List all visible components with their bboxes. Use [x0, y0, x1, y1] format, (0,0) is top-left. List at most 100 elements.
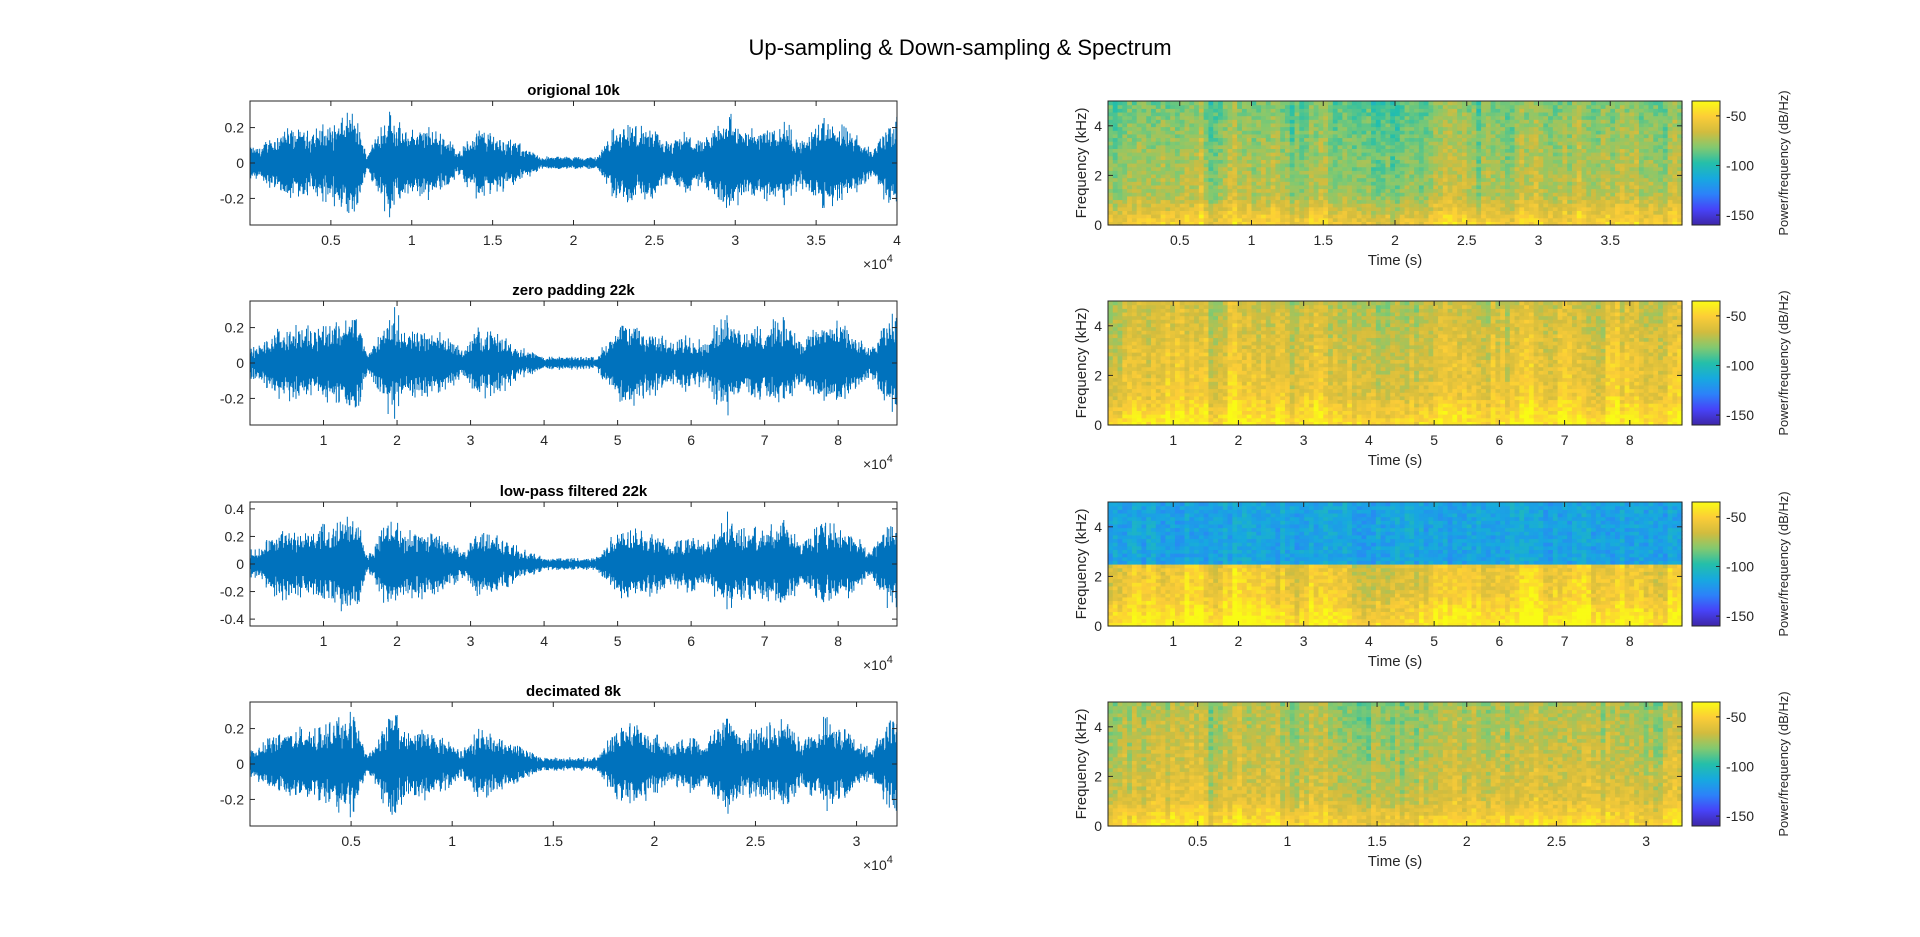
- spectrogram-cell: [1457, 177, 1463, 182]
- spectrogram-cell: [1170, 341, 1176, 346]
- spectrogram-cell: [1629, 210, 1635, 215]
- spectrogram-cell: [1318, 199, 1324, 204]
- spectrogram-cell: [1184, 195, 1190, 201]
- spectrogram-cell: [1399, 221, 1406, 226]
- spectrogram-cell: [1265, 177, 1272, 182]
- spectrogram-cell: [1351, 163, 1358, 168]
- spectrogram-cell: [1155, 330, 1162, 335]
- spectrogram-cell: [1198, 406, 1205, 412]
- spectrogram-cell: [1304, 181, 1310, 186]
- spectrogram-cell: [1184, 163, 1190, 168]
- spectrogram-cell: [1528, 221, 1535, 226]
- spectrogram-cell: [1500, 108, 1506, 113]
- spectrogram-cell: [1146, 144, 1152, 150]
- spectrogram-cell: [1146, 170, 1152, 175]
- spectrogram-cell: [1184, 181, 1190, 186]
- spectrogram-cell: [1136, 184, 1143, 190]
- spectrogram-cell: [1619, 181, 1626, 186]
- spectrogram-cell: [1390, 122, 1396, 128]
- spectrogram-cell: [1471, 177, 1477, 182]
- spectrogram-cell: [1184, 315, 1190, 320]
- spectrogram-cell: [1595, 192, 1602, 197]
- spectrogram-cell: [1174, 417, 1181, 422]
- spectrogram-cell: [1265, 101, 1272, 106]
- spectrogram-cell: [1423, 166, 1430, 171]
- spectrogram-cell: [1241, 159, 1248, 164]
- spectrogram-cell: [1174, 122, 1181, 128]
- spectrogram-cell: [1184, 108, 1190, 113]
- spectrogram-cell: [1203, 326, 1210, 331]
- spectrogram-cell: [1265, 188, 1272, 193]
- spectrogram-cell: [1653, 104, 1659, 109]
- spectrogram-cell: [1213, 159, 1219, 164]
- spectrogram-cell: [1500, 111, 1506, 117]
- spectrogram-cell: [1127, 108, 1133, 113]
- spectrogram-cell: [1275, 137, 1281, 142]
- spectrogram-cell: [1117, 184, 1123, 190]
- spectrogram-cell: [1189, 352, 1195, 357]
- spectrogram-cell: [1146, 104, 1152, 109]
- spectrogram-cell: [1528, 166, 1535, 171]
- spectrogram-cell: [1385, 159, 1391, 164]
- spectrogram-cell: [1189, 359, 1195, 364]
- spectrogram-cell: [1571, 108, 1578, 113]
- spectrogram-cell: [1557, 163, 1564, 168]
- spectrogram-cell: [1117, 403, 1123, 408]
- spectrogram-cell: [1108, 166, 1114, 171]
- spectrogram-cell: [1174, 144, 1181, 150]
- y-tick-label: 0.2: [225, 320, 245, 336]
- spectrogram-cell: [1213, 137, 1219, 142]
- spectrogram-cell: [1366, 137, 1372, 142]
- spectrogram-cell: [1284, 108, 1291, 113]
- spectrogram-cell: [1108, 122, 1114, 128]
- spectrogram-cell: [1366, 184, 1372, 190]
- spectrogram-cell: [1581, 122, 1587, 128]
- spectrogram-cell: [1380, 115, 1387, 120]
- spectrogram-cell: [1179, 333, 1186, 339]
- spectrogram-cell: [1366, 144, 1372, 150]
- spectrogram-cell: [1246, 122, 1253, 128]
- spectrogram-cell: [1256, 192, 1262, 197]
- spectrogram-cell: [1170, 384, 1176, 390]
- spectrogram-cell: [1112, 421, 1119, 426]
- spectrogram-cell: [1275, 210, 1281, 215]
- spectrogram-cell: [1385, 188, 1391, 193]
- spectrogram-cell: [1552, 104, 1559, 109]
- spectrogram-cell: [1131, 381, 1138, 386]
- spectrogram-cell: [1600, 214, 1607, 219]
- spectrogram-cell: [1610, 163, 1616, 168]
- spectrogram-cell: [1476, 111, 1482, 117]
- spectrogram-cell: [1351, 217, 1358, 222]
- spectrogram-cell: [1562, 137, 1568, 142]
- spectrogram-cell: [1151, 163, 1157, 168]
- spectrogram-cell: [1184, 177, 1190, 182]
- spectrogram-cell: [1414, 137, 1420, 142]
- x-exponent-power: 4: [887, 253, 893, 265]
- spectrogram-cell: [1409, 141, 1415, 146]
- spectrogram-cell: [1189, 101, 1195, 106]
- spectrogram-cell: [1227, 101, 1233, 106]
- spectrogram-cell: [1624, 133, 1630, 139]
- spectrogram-cell: [1127, 148, 1133, 153]
- spectrogram-cell: [1423, 133, 1430, 139]
- spectrogram-cell: [1337, 152, 1343, 157]
- spectrogram-cell: [1533, 214, 1540, 219]
- spectrogram-cell: [1237, 104, 1243, 109]
- spectrogram-cell: [1595, 148, 1602, 153]
- spectrogram-cell: [1375, 221, 1382, 226]
- spectrogram-cell: [1576, 155, 1583, 160]
- spectrogram-cell: [1605, 104, 1611, 109]
- spectrogram-cell: [1557, 199, 1564, 204]
- spectrogram-cell: [1318, 195, 1324, 201]
- spectrogram-cell: [1194, 330, 1200, 335]
- spectrogram-cell: [1136, 311, 1143, 317]
- spectrogram-cell: [1342, 126, 1348, 131]
- spectrogram-cell: [1284, 148, 1291, 153]
- spectrogram-cell: [1136, 384, 1143, 390]
- spectrogram-cell: [1170, 388, 1176, 393]
- spectrogram-cell: [1184, 370, 1190, 375]
- spectrogram-cell: [1131, 373, 1138, 379]
- spectrogram-cell: [1624, 177, 1630, 182]
- spectrogram-cell: [1170, 337, 1176, 342]
- spectrogram-cell: [1638, 155, 1645, 160]
